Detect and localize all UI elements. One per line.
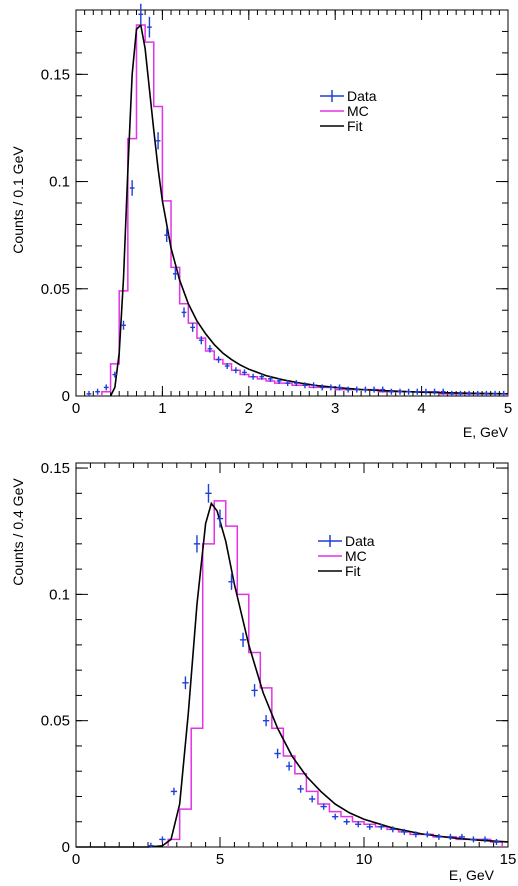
- chart-1-x-tick-label: 3: [331, 400, 339, 417]
- chart-2-y-tick-label: 0.15: [41, 460, 70, 477]
- chart-1-x-tick-label: 5: [504, 400, 512, 417]
- chart-1-y-tick-label: 0.1: [49, 174, 70, 191]
- chart-1-x-tick-label: 2: [245, 400, 253, 417]
- legend-fit-label: Fit: [347, 118, 363, 134]
- chart-1-y-tick-label: 0.05: [41, 281, 70, 298]
- chart-1-mc-histogram: [101, 24, 509, 396]
- chart-1-x-tick-label: 4: [417, 400, 425, 417]
- chart-2-x-tick-label: 0: [72, 851, 80, 868]
- chart-2-y-tick-label: 0.1: [49, 586, 70, 603]
- chart-1-legend: Data MC Fit: [320, 88, 377, 134]
- chart-2-legend: Data MC Fit: [318, 533, 375, 579]
- chart-1: Counts / 0.1 GeV E, GeV Data MC Fit 0 1 2 3…: [10, 3, 512, 440]
- chart-2-frame: [75, 462, 509, 848]
- legend-data-label: Data: [345, 533, 375, 549]
- chart-1-frame: [75, 9, 509, 397]
- legend-mc-label: MC: [345, 548, 367, 564]
- legend-mc-label: MC: [347, 103, 369, 119]
- chart-2-mc-histogram: [167, 500, 503, 847]
- chart-2-x-tick-label: 15: [500, 851, 517, 868]
- chart-2-y-axis-label: Counts / 0.4 GeV: [10, 478, 26, 586]
- chart-1-x-tick-label: 0: [72, 400, 80, 417]
- legend-data-label: Data: [347, 88, 377, 104]
- chart-1-y-axis-label: Counts / 0.1 GeV: [10, 146, 26, 254]
- chart-2-y-tick-label: 0: [62, 839, 70, 856]
- chart-2-x-tick-label: 10: [356, 851, 373, 868]
- chart-2-fit-curve: [76, 501, 509, 848]
- chart-2: Counts / 0.4 GeV E, GeV Data MC Fit 0 5 10…: [10, 460, 516, 883]
- chart-1-y-tick-label: 0: [62, 388, 70, 405]
- chart-2-y-tick-label: 0.05: [41, 713, 70, 730]
- chart-1-x-axis-label: E, GeV: [463, 424, 509, 440]
- chart-1-fit-curve: [109, 23, 509, 397]
- legend-fit-label: Fit: [345, 563, 361, 579]
- chart-1-y-tick-label: 0.15: [41, 66, 70, 83]
- chart-2-x-tick-label: 5: [216, 851, 224, 868]
- chart-2-x-axis-label: E, GeV: [449, 867, 495, 883]
- chart-1-x-tick-label: 1: [158, 400, 166, 417]
